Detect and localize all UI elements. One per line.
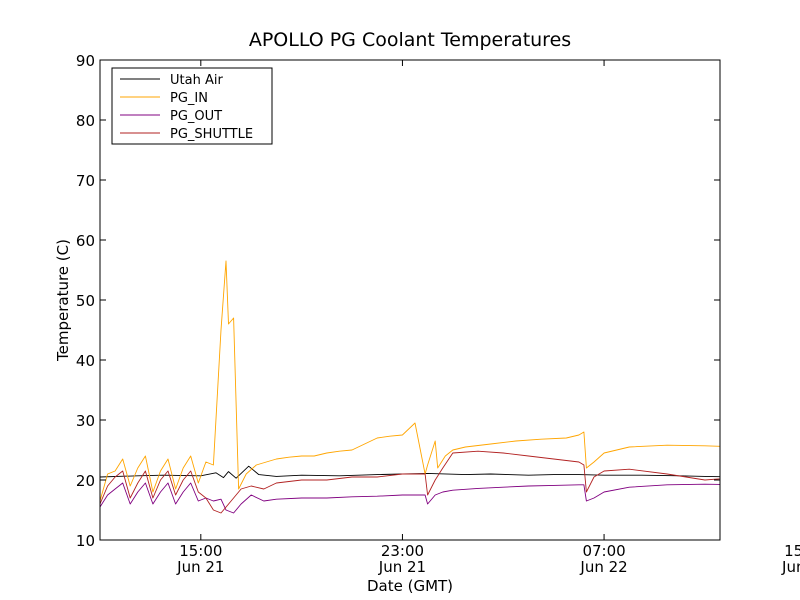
- y-tick-label: 30: [76, 412, 95, 430]
- x-tick-label-date: Jun 21: [176, 558, 224, 576]
- x-tick-label-time: 15:00: [784, 542, 800, 560]
- series-line-pg-out: [100, 482, 720, 514]
- y-tick-label: 60: [76, 232, 95, 250]
- y-axis-label: Temperature (C): [54, 239, 72, 362]
- y-tick-label: 90: [76, 52, 95, 70]
- x-tick-label-date: Jun 21: [378, 558, 426, 576]
- y-tick-label: 40: [76, 352, 95, 370]
- y-tick-label: 50: [76, 292, 95, 310]
- x-tick-label-time: 23:00: [381, 542, 424, 560]
- y-tick-label: 10: [76, 532, 95, 550]
- legend-label-pg-out: PG_OUT: [170, 109, 222, 124]
- x-tick-label-time: 07:00: [582, 542, 625, 560]
- legend: Utah Air PG_IN PG_OUT PG_SHUTTLE: [111, 67, 273, 145]
- y-tick-label: 20: [76, 472, 95, 490]
- x-axis-label: Date (GMT): [367, 577, 453, 595]
- legend-label-pg-shuttle: PG_SHUTTLE: [170, 127, 253, 142]
- series-line-pg-shuttle: [100, 450, 720, 514]
- y-tick-label: 70: [76, 172, 95, 190]
- x-tick-label-date: Jun 22: [781, 558, 800, 576]
- legend-label-utah-air: Utah Air: [170, 73, 223, 88]
- y-tick-label: 80: [76, 112, 95, 130]
- chart-title: APOLLO PG Coolant Temperatures: [249, 29, 571, 51]
- x-tick-label-date: Jun 22: [579, 558, 627, 576]
- series-layer: [100, 260, 720, 514]
- legend-box: [111, 67, 273, 145]
- series-line-utah-air: [100, 465, 720, 479]
- x-tick-label-time: 15:00: [179, 542, 222, 560]
- series-line-pg-in: [100, 260, 720, 502]
- plot-frame: [99, 59, 721, 541]
- legend-label-pg-in: PG_IN: [170, 91, 208, 106]
